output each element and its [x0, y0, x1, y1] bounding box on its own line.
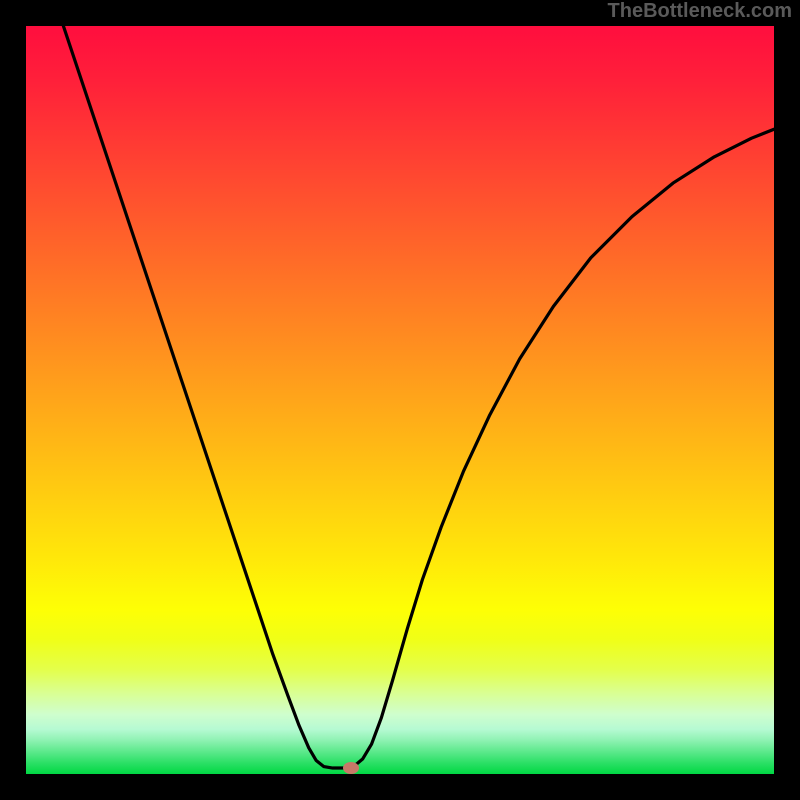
optimum-marker [343, 762, 359, 774]
watermark-text: TheBottleneck.com [608, 0, 792, 23]
bottleneck-curve [26, 26, 774, 774]
chart-container: TheBottleneck.com [0, 0, 800, 800]
plot-area [26, 26, 774, 774]
